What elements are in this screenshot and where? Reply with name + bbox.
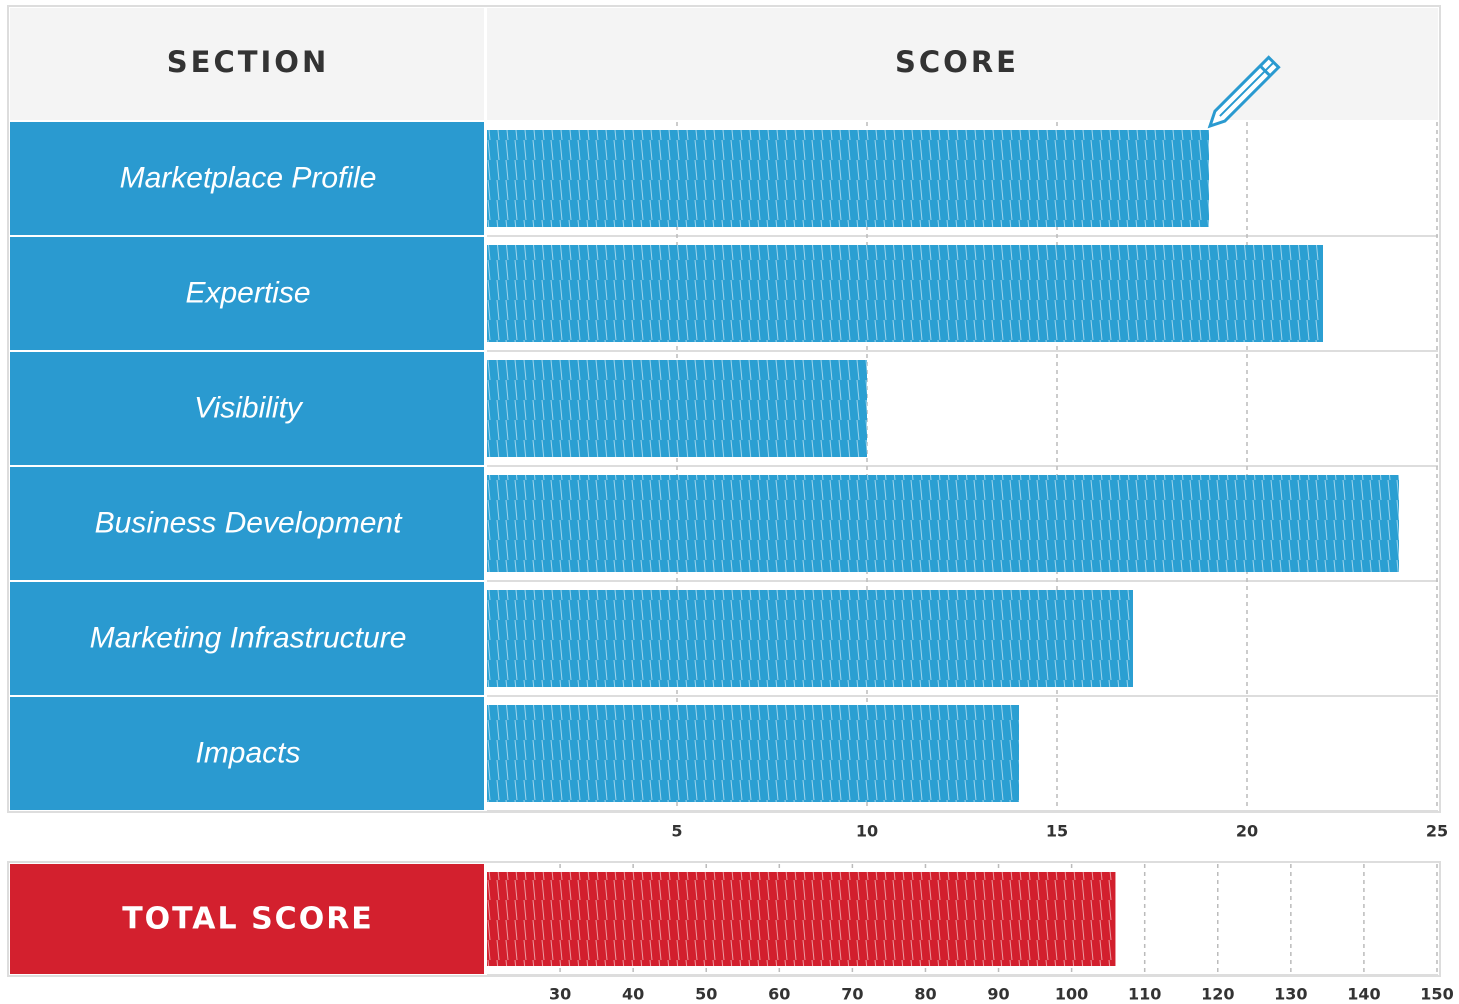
row-label-cell [10,582,484,695]
row-label-cell [10,352,484,465]
x-tick-label: 100 [1055,985,1088,1004]
x-tick-label: 60 [768,985,790,1004]
row-label-cell [10,697,484,810]
x-tick-label: 25 [1426,822,1448,841]
x-tick-label: 80 [914,985,936,1004]
section-label: Expertise [185,276,310,309]
bar [487,705,1019,802]
header-cell [487,8,1438,120]
x-tick-label: 130 [1274,985,1307,1004]
x-tick-label: 150 [1420,985,1453,1004]
x-tick-label: 20 [1236,822,1258,841]
row-label-cell [10,864,484,974]
bar [487,245,1323,342]
bar [487,475,1399,572]
bar [487,360,867,457]
header-score: SCORE [895,45,1019,79]
section-label: Marketing Infrastructure [90,621,407,654]
header-section: SECTION [167,45,329,79]
x-tick-label: 50 [695,985,717,1004]
row-label-cell [10,122,484,235]
x-tick-label: 30 [549,985,571,1004]
pencil-icon [1207,55,1281,129]
section-label: Impacts [195,736,300,769]
bar [487,130,1209,227]
x-tick-label: 90 [987,985,1009,1004]
row-label-cell [10,467,484,580]
row-label-cell [10,237,484,350]
x-tick-label: 70 [841,985,863,1004]
x-tick-label: 40 [622,985,644,1004]
section-label: Business Development [95,506,403,539]
x-tick-label: 110 [1128,985,1161,1004]
x-tick-label: 140 [1347,985,1380,1004]
x-tick-label: 15 [1046,822,1068,841]
header-cell [10,8,484,120]
x-tick-label: 10 [856,822,878,841]
section-label: Visibility [194,391,304,424]
bar [487,590,1133,687]
x-tick-label: 120 [1201,985,1234,1004]
section-label: Marketplace Profile [120,161,377,194]
bar [487,872,1116,966]
x-tick-label: 5 [671,822,682,841]
total-label: TOTAL SCORE [122,902,374,937]
